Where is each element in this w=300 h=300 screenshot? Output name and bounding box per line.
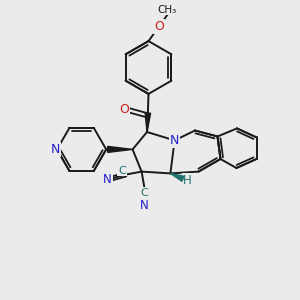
Text: O: O (119, 103, 129, 116)
Text: O: O (154, 20, 164, 33)
Text: N: N (103, 173, 112, 186)
Text: N: N (103, 173, 112, 186)
Text: O: O (119, 103, 129, 116)
Polygon shape (108, 146, 133, 152)
Polygon shape (170, 173, 184, 181)
Text: N: N (140, 199, 149, 212)
Text: CH₃: CH₃ (158, 4, 177, 15)
Text: N: N (170, 134, 179, 147)
Text: C: C (141, 188, 148, 198)
Text: H: H (182, 173, 191, 187)
Polygon shape (145, 113, 151, 132)
Text: N: N (50, 143, 60, 156)
Text: H: H (182, 173, 191, 187)
Text: C: C (118, 166, 126, 176)
Text: CH₃: CH₃ (158, 4, 177, 15)
Text: N: N (140, 199, 149, 212)
Text: C: C (118, 166, 126, 176)
Text: N: N (50, 143, 60, 156)
Text: O: O (154, 20, 164, 33)
Text: C: C (141, 188, 148, 198)
